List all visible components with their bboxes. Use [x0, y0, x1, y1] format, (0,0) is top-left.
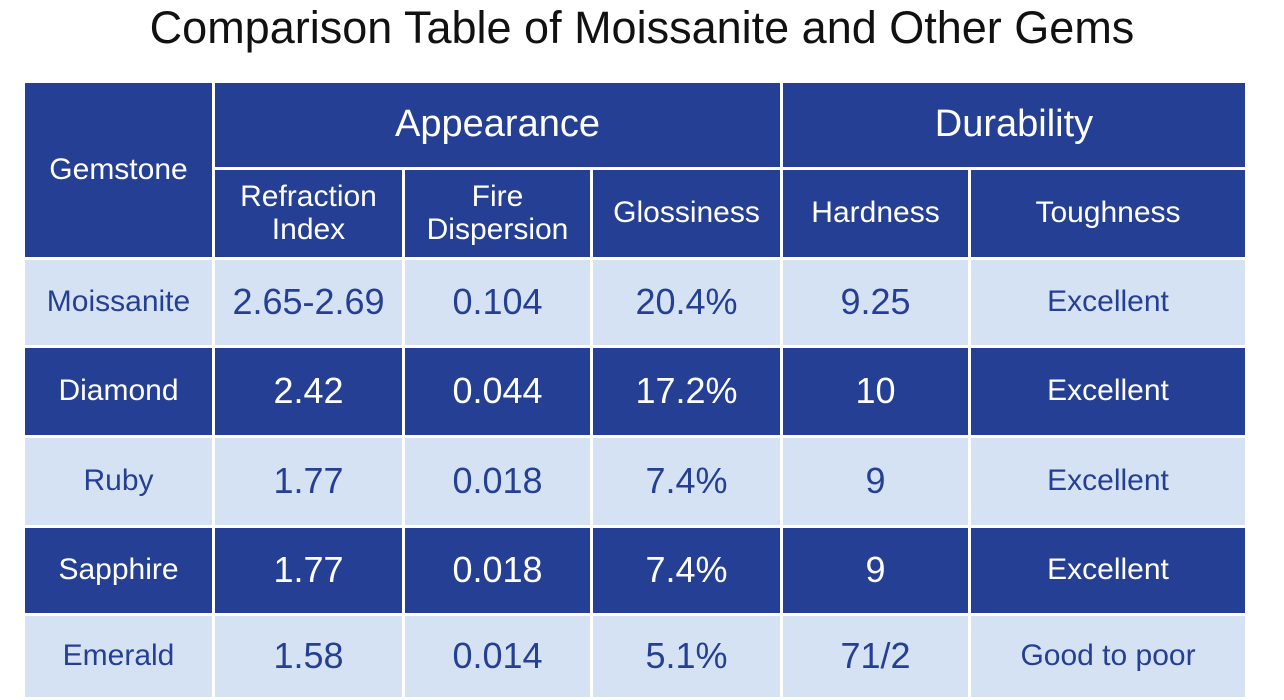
column-header: Hardness	[783, 170, 968, 257]
title: Comparison Table of Moissanite and Other…	[149, 2, 1135, 53]
data-cell: 0.018	[405, 528, 590, 613]
data-cell: 10	[783, 348, 968, 435]
column-header: Toughness	[971, 170, 1245, 257]
column-header: Refraction Index	[215, 170, 402, 257]
data-cell: 2.42	[215, 348, 402, 435]
column-header: Fire Dispersion	[405, 170, 590, 257]
data-cell: Excellent	[971, 528, 1245, 613]
group-header: Appearance	[215, 83, 780, 167]
row-header: Diamond	[25, 348, 212, 435]
data-cell: 9	[783, 528, 968, 613]
group-header: Durability	[783, 83, 1245, 167]
data-cell: 7.4%	[593, 528, 780, 613]
data-cell: 5.1%	[593, 616, 780, 697]
row-header: Emerald	[25, 616, 212, 697]
data-cell: 20.4%	[593, 260, 780, 345]
data-cell: Good to poor	[971, 616, 1245, 697]
data-cell: 9	[783, 438, 968, 525]
row-header: Sapphire	[25, 528, 212, 613]
data-cell: Excellent	[971, 260, 1245, 345]
data-cell: 9.25	[783, 260, 968, 345]
data-cell: 1.77	[215, 438, 402, 525]
data-cell: 71/2	[783, 616, 968, 697]
data-cell: 0.014	[405, 616, 590, 697]
data-cell: 0.044	[405, 348, 590, 435]
data-cell: 0.018	[405, 438, 590, 525]
header-cell: Gemstone	[25, 83, 212, 257]
data-cell: 17.2%	[593, 348, 780, 435]
data-cell: 7.4%	[593, 438, 780, 525]
data-cell: 1.77	[215, 528, 402, 613]
data-cell: Excellent	[971, 438, 1245, 525]
data-cell: 1.58	[215, 616, 402, 697]
data-cell: 2.65-2.69	[215, 260, 402, 345]
data-cell: 0.104	[405, 260, 590, 345]
column-header: Glossiness	[593, 170, 780, 257]
data-cell: Excellent	[971, 348, 1245, 435]
row-header: Ruby	[25, 438, 212, 525]
row-header: Moissanite	[25, 260, 212, 345]
